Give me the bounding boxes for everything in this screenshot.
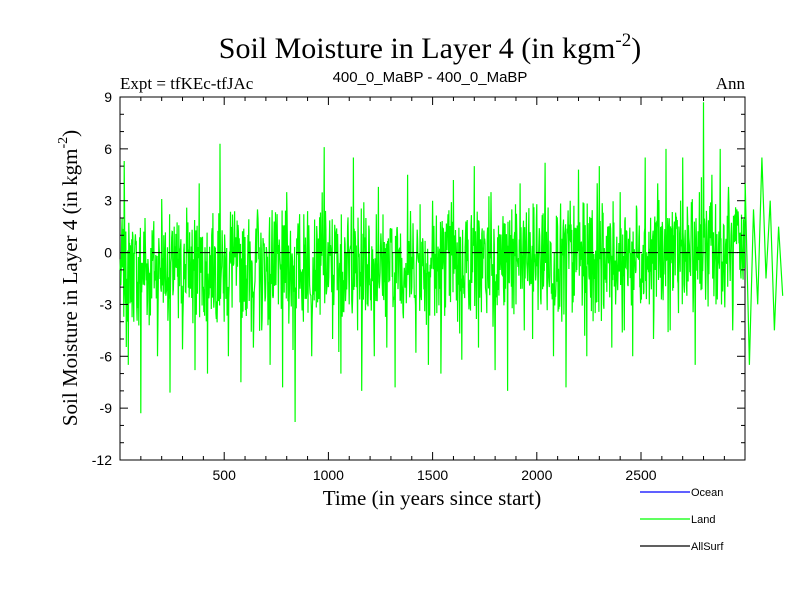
legend-label-ocean: Ocean bbox=[691, 487, 723, 499]
chart-title: Soil Moisture in Layer 4 (in kgm-2) bbox=[219, 30, 641, 65]
y-tick-label: -3 bbox=[100, 296, 113, 312]
y-tick-label: 9 bbox=[104, 89, 112, 105]
legend-label-land: Land bbox=[691, 514, 715, 526]
x-axis-ticks: 500 1000 1500 2000 2500 bbox=[140, 97, 725, 483]
y-tick-label: -12 bbox=[92, 452, 112, 468]
y-tick-label: 0 bbox=[104, 245, 112, 261]
x-tick-label: 2000 bbox=[521, 467, 552, 483]
plot-area: -12 -9 -6 -3 0 3 6 9 500 1000 1500 2000 2500 bbox=[92, 89, 784, 483]
x-tick-label: 1500 bbox=[417, 467, 448, 483]
legend-label-allsurf: AllSurf bbox=[691, 541, 724, 553]
x-axis-label: Time (in years since start) bbox=[323, 486, 542, 510]
y-tick-label: 6 bbox=[104, 141, 112, 157]
x-tick-label: 1000 bbox=[313, 467, 344, 483]
series-layer bbox=[119, 102, 784, 423]
experiment-label: Expt = tfKEc-tfJAc bbox=[120, 74, 254, 93]
x-tick-label: 2500 bbox=[625, 467, 656, 483]
x-tick-label: 500 bbox=[213, 467, 237, 483]
season-label: Ann bbox=[716, 74, 746, 93]
y-tick-label: -9 bbox=[100, 400, 113, 416]
y-axis-ticks: -12 -9 -6 -3 0 3 6 9 bbox=[92, 89, 745, 468]
legend: Ocean Land AllSurf bbox=[640, 487, 724, 553]
y-tick-label: 3 bbox=[104, 193, 112, 209]
series-line-land bbox=[119, 102, 784, 423]
y-axis-label: Soil Moisture in Layer 4 (in kgm-2) bbox=[56, 130, 82, 426]
period-label: 400_0_MaBP - 400_0_MaBP bbox=[333, 69, 528, 86]
y-tick-label: -6 bbox=[100, 348, 113, 364]
